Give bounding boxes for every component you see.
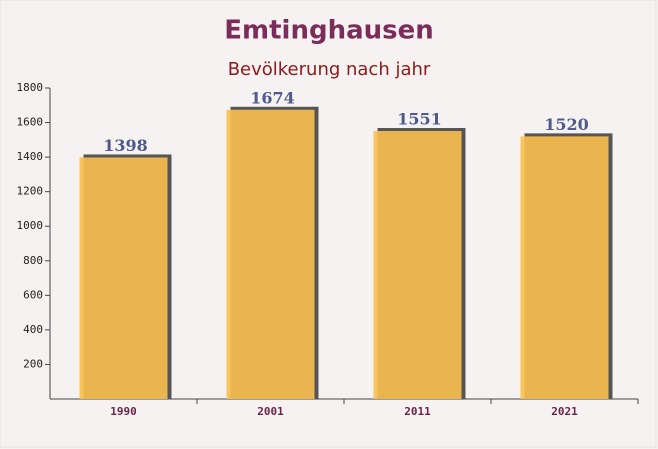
bar <box>79 157 168 399</box>
x-tick-label: 2021 <box>551 405 578 418</box>
chart-title: Emtinghausen <box>224 16 434 46</box>
bar <box>373 131 462 399</box>
x-tick-label: 1990 <box>110 405 137 418</box>
y-tick-label: 1800 <box>17 81 44 94</box>
value-label: 1674 <box>250 88 295 107</box>
x-tick-label: 2001 <box>257 405 284 418</box>
y-tick-label: 1600 <box>17 116 44 129</box>
value-label: 1398 <box>103 136 148 155</box>
y-tick-label: 1400 <box>17 150 44 163</box>
y-tick-label: 600 <box>23 288 43 301</box>
y-tick-label: 1000 <box>17 219 44 232</box>
y-tick-label: 400 <box>23 323 43 336</box>
chart-subtitle: Bevölkerung nach jahr <box>228 59 431 80</box>
x-tick-label: 2011 <box>404 405 431 418</box>
y-tick-label: 200 <box>23 357 43 370</box>
bar <box>226 109 315 400</box>
bar <box>520 136 609 399</box>
value-label: 1551 <box>397 110 442 129</box>
y-tick-label: 1200 <box>17 185 44 198</box>
value-label: 1520 <box>544 115 589 134</box>
y-tick-label: 800 <box>23 254 43 267</box>
